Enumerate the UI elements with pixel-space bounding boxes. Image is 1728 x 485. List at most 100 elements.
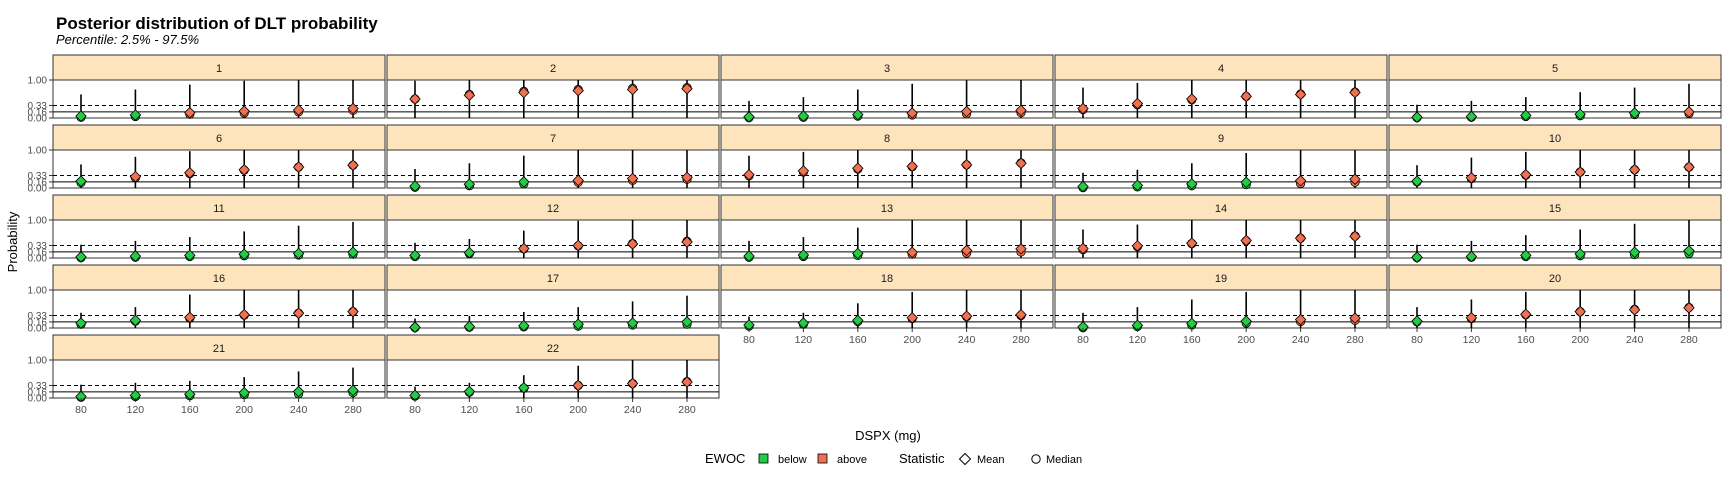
legend-key-mean <box>958 452 972 466</box>
facet-panel-11: 11 0.000.160.33 1.00 <box>28 194 386 265</box>
facet-panel-12: 12 <box>386 194 720 262</box>
facet-strip-label: 1 <box>216 63 222 75</box>
facet-strip <box>52 334 386 361</box>
mean-point <box>1131 240 1144 252</box>
mean-point <box>129 109 142 121</box>
x-tick-label: 80 <box>409 404 421 416</box>
chart-subtitle: Percentile: 2.5% - 97.5% <box>56 32 199 47</box>
facet-strip-label: 22 <box>547 343 559 355</box>
facet-panel-20: 20 80 120 160 200 240 280 <box>1388 264 1722 346</box>
mean-point <box>1349 86 1361 99</box>
mean-point <box>409 93 421 105</box>
facet-strip-label: 9 <box>1218 133 1224 145</box>
mean-point <box>409 180 421 192</box>
mean-point <box>852 247 864 260</box>
mean-point <box>292 385 305 398</box>
x-tick-label: 120 <box>795 334 813 346</box>
mean-point <box>75 251 87 263</box>
facet-panel-22: 22 80 120 160 200 240 280 <box>386 334 720 416</box>
mean-point <box>572 174 584 187</box>
y-tick-label: 0.33 <box>28 241 48 252</box>
facet-strip-label: 21 <box>213 343 225 355</box>
facet-panel-19: 19 80 120 160 200 240 280 <box>1054 264 1388 346</box>
mean-point <box>626 317 639 329</box>
mean-point <box>1411 111 1423 124</box>
legend-label-below: below <box>778 454 807 466</box>
x-tick-label: 200 <box>235 404 253 416</box>
facet-strip <box>1388 194 1722 221</box>
mean-point <box>238 308 250 321</box>
mean-point <box>626 238 639 250</box>
mean-point <box>184 249 196 262</box>
mean-point <box>960 244 973 257</box>
legend-title-ewoc: EWOC <box>705 451 745 466</box>
y-tick-label: 1.00 <box>28 76 48 87</box>
mean-point <box>1628 303 1641 316</box>
facet-strip-label: 17 <box>547 273 559 285</box>
mean-point <box>75 317 87 329</box>
mean-point <box>1294 313 1307 326</box>
facet-strip <box>52 194 386 221</box>
facet-panel-13: 13 <box>720 194 1054 262</box>
x-tick-label: 80 <box>743 334 755 346</box>
y-tick-label: 0.33 <box>28 381 48 392</box>
mean-point <box>1465 110 1478 123</box>
mean-point <box>960 159 973 171</box>
facet-panel-21: 21 0.000.160.33 1.00 80 120 160 200 240 280 <box>28 334 386 416</box>
x-tick-label: 120 <box>461 404 479 416</box>
mean-point <box>1186 237 1198 249</box>
mean-point <box>1574 305 1586 318</box>
mean-point <box>1131 97 1144 110</box>
x-axis-title: DSPX (mg) <box>855 428 921 443</box>
mean-point <box>1349 312 1361 324</box>
y-tick-label: 0.33 <box>28 171 48 182</box>
facet-strip <box>720 124 1054 151</box>
facet-strip <box>1388 54 1722 81</box>
x-tick-label: 200 <box>1237 334 1255 346</box>
mean-point <box>463 385 476 398</box>
mean-point <box>906 311 918 324</box>
mean-point <box>1240 90 1252 103</box>
mean-point <box>238 248 250 260</box>
x-tick-label: 120 <box>1129 334 1147 346</box>
mean-point <box>1520 168 1532 181</box>
mean-point <box>518 381 530 394</box>
mean-point <box>852 108 864 121</box>
mean-point <box>1294 88 1307 101</box>
facet-strip <box>52 124 386 151</box>
facet-strip-label: 7 <box>550 133 556 145</box>
mean-point <box>1240 234 1252 247</box>
mean-point <box>1294 175 1307 187</box>
facet-strip-label: 3 <box>884 63 890 75</box>
y-axis-title: Probability <box>5 211 20 272</box>
mean-point <box>626 83 639 96</box>
x-tick-label: 240 <box>624 404 642 416</box>
x-tick-label: 280 <box>678 404 696 416</box>
y-tick-label: 0.16 <box>28 107 48 118</box>
x-tick-label: 80 <box>75 404 87 416</box>
mean-point <box>743 111 755 123</box>
mean-point <box>797 110 810 122</box>
mean-point <box>518 319 530 332</box>
mean-point <box>129 250 142 262</box>
legend: EWOC below above Statistic Mean Median <box>705 451 1082 466</box>
mean-point <box>1186 93 1198 105</box>
y-tick-label: 0.00 <box>28 184 48 195</box>
mean-point <box>75 175 87 187</box>
facet-panel-8: 8 <box>720 124 1054 189</box>
facet-strip-label: 15 <box>1549 203 1561 215</box>
facet-panel-14: 14 <box>1054 194 1388 259</box>
facet-strip-label: 2 <box>550 63 556 75</box>
x-tick-label: 200 <box>903 334 921 346</box>
legend-label-mean: Mean <box>977 454 1005 466</box>
mean-point <box>906 160 918 173</box>
y-tick-label: 0.00 <box>28 324 48 335</box>
x-tick-label: 240 <box>1626 334 1644 346</box>
facet-strip-label: 6 <box>216 133 222 145</box>
mean-point <box>518 242 530 255</box>
mean-point <box>347 159 359 171</box>
mean-point <box>743 250 755 262</box>
mean-point <box>1411 251 1423 264</box>
